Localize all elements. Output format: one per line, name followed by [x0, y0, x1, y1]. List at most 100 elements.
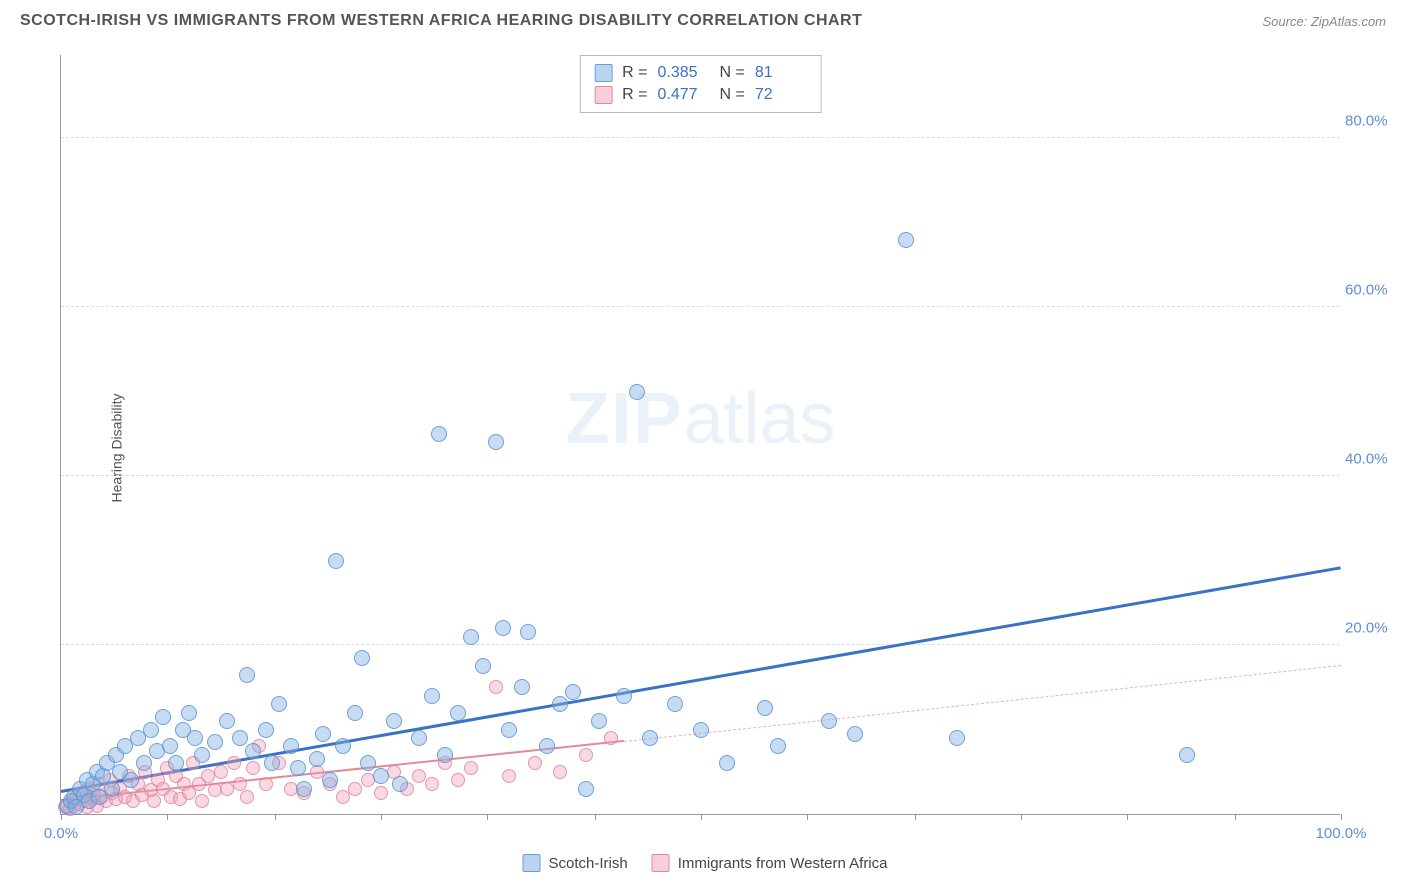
- series-legend: Scotch-Irish Immigrants from Western Afri…: [523, 854, 888, 872]
- stats-row: R =0.385N =81: [594, 62, 807, 84]
- data-point: [283, 738, 299, 754]
- data-point: [431, 426, 447, 442]
- data-point: [591, 713, 607, 729]
- data-point: [392, 776, 408, 792]
- x-tick: [167, 814, 168, 820]
- data-point: [489, 680, 503, 694]
- data-point: [578, 781, 594, 797]
- data-point: [629, 384, 645, 400]
- stat-r-value: 0.477: [658, 86, 710, 104]
- legend-item: Scotch-Irish: [523, 854, 628, 872]
- data-point: [258, 722, 274, 738]
- gridline: [61, 306, 1340, 307]
- data-point: [208, 783, 222, 797]
- data-point: [437, 747, 453, 763]
- data-point: [315, 726, 331, 742]
- stat-n-value: 81: [755, 64, 807, 82]
- data-point: [259, 777, 273, 791]
- x-tick: [1021, 814, 1022, 820]
- data-point: [502, 769, 516, 783]
- x-tick: [1127, 814, 1128, 820]
- data-point: [847, 726, 863, 742]
- data-point: [412, 769, 426, 783]
- x-tick: [381, 814, 382, 820]
- data-point: [195, 794, 209, 808]
- stats-row: R = 0.477 N = 72: [594, 84, 807, 106]
- data-point: [227, 756, 241, 770]
- stat-n-label: N =: [720, 86, 745, 104]
- data-point: [475, 658, 491, 674]
- data-point: [463, 629, 479, 645]
- gridline: [61, 644, 1340, 645]
- gridline: [61, 137, 1340, 138]
- data-point: [290, 760, 306, 776]
- data-point: [424, 688, 440, 704]
- data-point: [719, 755, 735, 771]
- trend-line: [624, 665, 1341, 742]
- x-tick: [487, 814, 488, 820]
- legend-label: Immigrants from Western Africa: [678, 855, 888, 872]
- gridline: [61, 475, 1340, 476]
- y-tick-label: 40.0%: [1345, 451, 1400, 468]
- data-point: [354, 650, 370, 666]
- data-point: [374, 786, 388, 800]
- data-point: [246, 761, 260, 775]
- data-point: [245, 743, 261, 759]
- data-point: [616, 688, 632, 704]
- data-point: [336, 790, 350, 804]
- chart-header: SCOTCH-IRISH VS IMMIGRANTS FROM WESTERN …: [0, 0, 1406, 38]
- data-point: [495, 620, 511, 636]
- stat-r-label: R =: [622, 64, 647, 82]
- data-point: [271, 696, 287, 712]
- plot-region: ZIPatlas R =0.385N =81R =0.477N =72 20.0…: [60, 55, 1340, 815]
- data-point: [347, 705, 363, 721]
- data-point: [162, 738, 178, 754]
- data-point: [501, 722, 517, 738]
- y-tick-label: 20.0%: [1345, 620, 1400, 637]
- x-tick: [807, 814, 808, 820]
- stat-n-value: 72: [755, 86, 807, 104]
- x-tick-label: 0.0%: [44, 825, 78, 842]
- x-tick: [275, 814, 276, 820]
- data-point: [147, 794, 161, 808]
- data-point: [464, 761, 478, 775]
- data-point: [757, 700, 773, 716]
- x-tick: [61, 814, 62, 820]
- data-point: [136, 755, 152, 771]
- x-tick: [595, 814, 596, 820]
- data-point: [539, 738, 555, 754]
- data-point: [214, 765, 228, 779]
- data-point: [187, 730, 203, 746]
- data-point: [194, 747, 210, 763]
- data-point: [232, 730, 248, 746]
- y-tick-label: 80.0%: [1345, 113, 1400, 130]
- legend-swatch: [523, 854, 541, 872]
- data-point: [642, 730, 658, 746]
- data-point: [579, 748, 593, 762]
- stat-n-label: N =: [720, 64, 745, 82]
- data-point: [309, 751, 325, 767]
- chart-source: Source: ZipAtlas.com: [1262, 14, 1386, 29]
- data-point: [335, 738, 351, 754]
- data-point: [373, 768, 389, 784]
- stats-legend-box: R =0.385N =81R =0.477N =72: [579, 55, 822, 113]
- data-point: [360, 755, 376, 771]
- legend-label: Scotch-Irish: [549, 855, 628, 872]
- data-point: [898, 232, 914, 248]
- data-point: [207, 734, 223, 750]
- data-point: [821, 713, 837, 729]
- data-point: [514, 679, 530, 695]
- legend-swatch: [594, 86, 612, 104]
- data-point: [328, 553, 344, 569]
- watermark: ZIPatlas: [565, 378, 835, 460]
- x-tick-label: 100.0%: [1316, 825, 1367, 842]
- data-point: [450, 705, 466, 721]
- x-tick: [1341, 814, 1342, 820]
- data-point: [520, 624, 536, 640]
- stat-r-label: R =: [622, 86, 647, 104]
- data-point: [322, 772, 338, 788]
- data-point: [155, 709, 171, 725]
- data-point: [143, 722, 159, 738]
- chart-area: Hearing Disability ZIPatlas R =0.385N =8…: [50, 55, 1360, 840]
- y-tick-label: 60.0%: [1345, 282, 1400, 299]
